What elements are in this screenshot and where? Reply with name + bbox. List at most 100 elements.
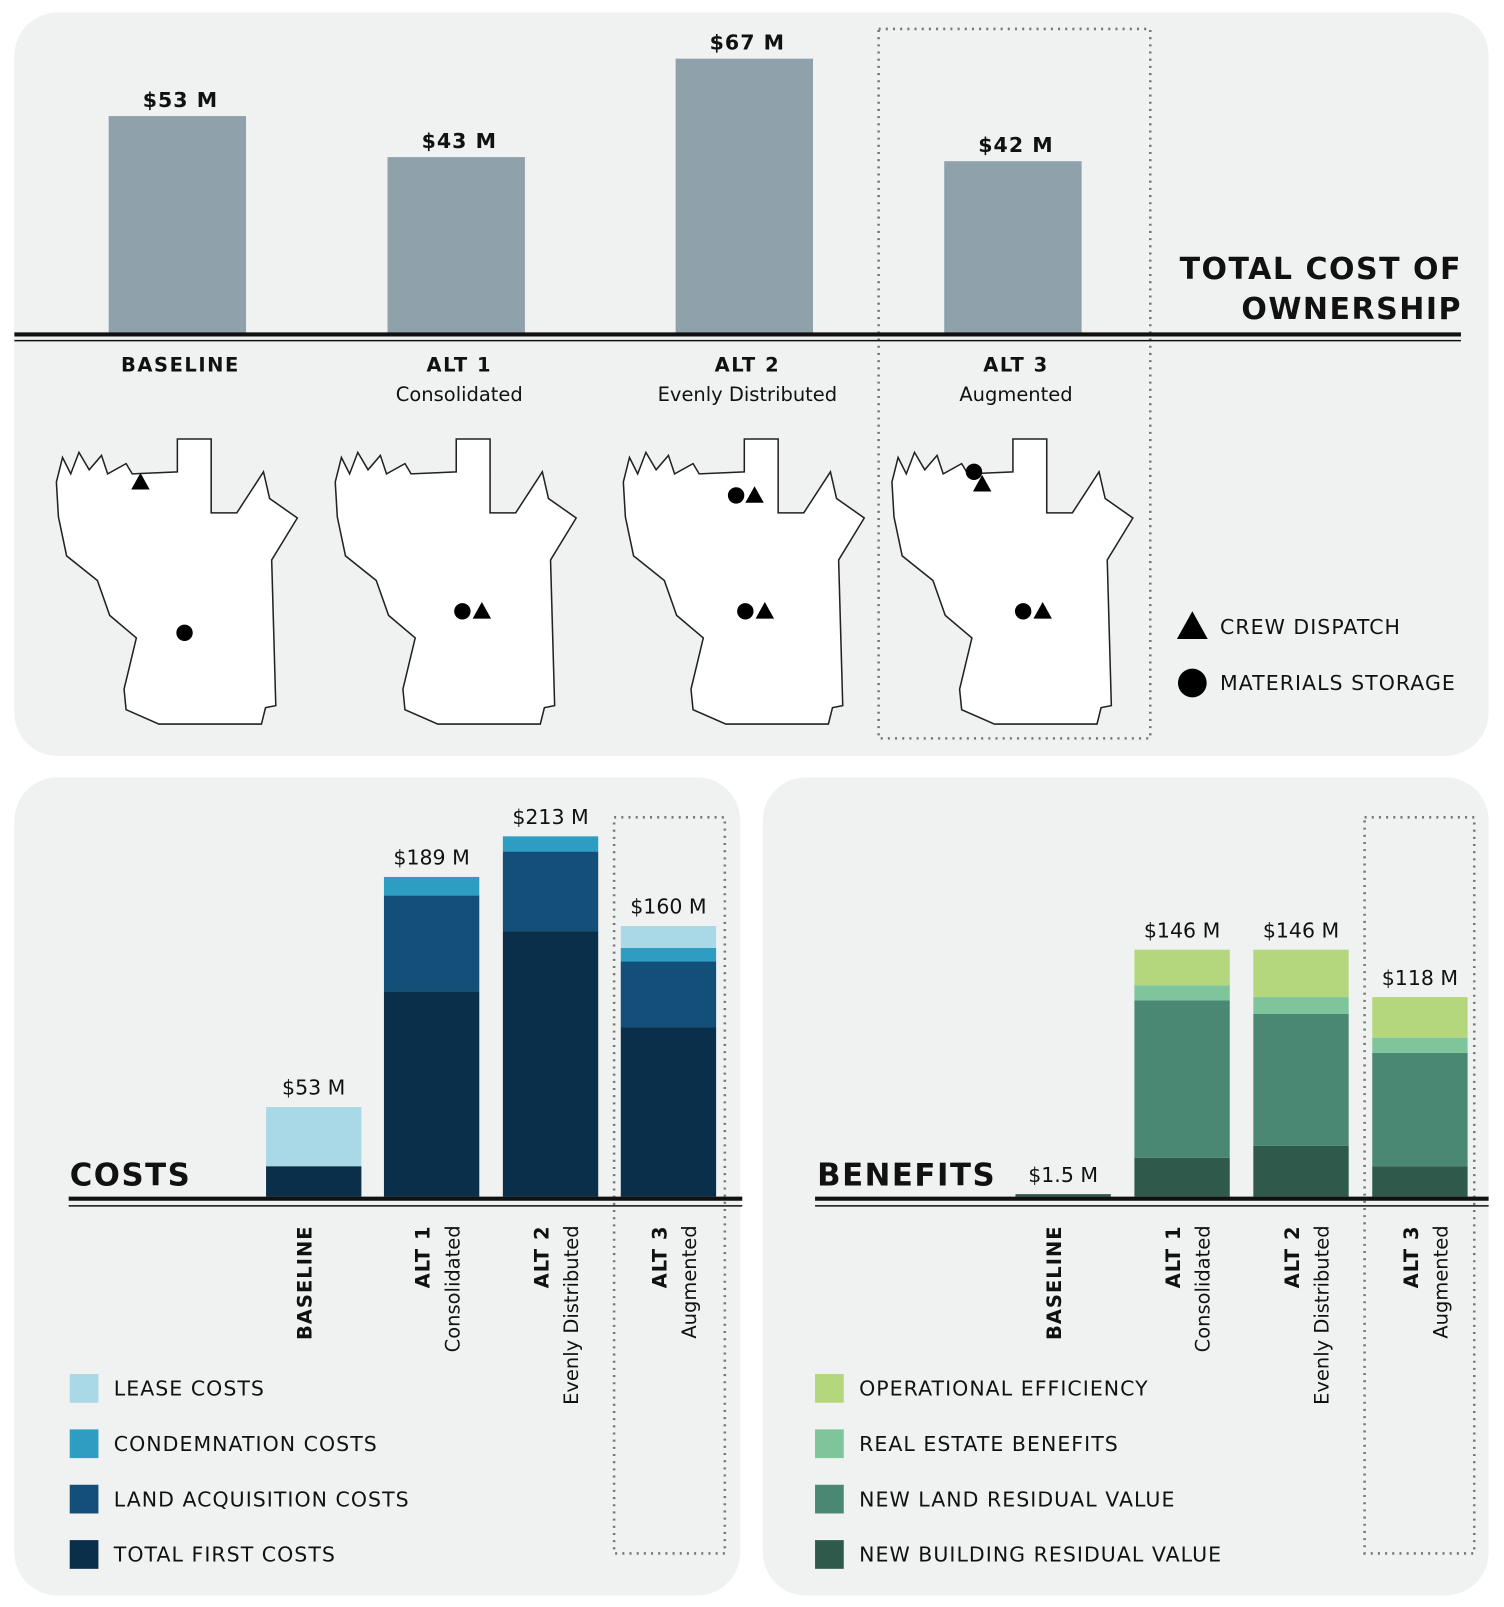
- bar: [108, 116, 247, 334]
- category-label: ALT 3: [648, 1225, 671, 1288]
- bar-segment: [383, 991, 480, 1197]
- total-label: $213 M: [512, 805, 588, 829]
- crew-dispatch-icon: [131, 472, 150, 490]
- total-label: $1.5 M: [1028, 1163, 1098, 1187]
- bar: [675, 58, 814, 334]
- crew-dispatch-icon: [472, 602, 492, 619]
- map: [55, 438, 299, 725]
- bar-segment: [620, 961, 717, 1028]
- category-label: ALT 1: [412, 1225, 435, 1288]
- category-sublabel: Augmented: [678, 1225, 701, 1338]
- legend-swatch: [815, 1429, 844, 1459]
- value-label: $42 M: [978, 133, 1053, 157]
- bar-segment: [1372, 1037, 1468, 1053]
- highlight-box: [877, 27, 1152, 740]
- legend-swatch: [815, 1484, 844, 1514]
- legend-label: CREW DISPATCH: [1220, 615, 1401, 639]
- bar-segment: [1372, 1052, 1468, 1167]
- chart-title: BENEFITS: [817, 1157, 996, 1193]
- bar-segment: [620, 926, 717, 949]
- bar-segment: [266, 1107, 362, 1167]
- legend-label: LAND ACQUISITION COSTS: [114, 1487, 410, 1511]
- total-label: $118 M: [1382, 966, 1458, 990]
- legend-label: OPERATIONAL EFFICIENCY: [859, 1377, 1149, 1401]
- materials-storage-icon: [1014, 603, 1032, 620]
- bar-segment: [1253, 1145, 1349, 1197]
- map: [622, 438, 866, 725]
- legend-label: MATERIALS STORAGE: [1220, 671, 1456, 695]
- category-label: ALT 3: [983, 353, 1049, 376]
- bar-segment: [1253, 997, 1349, 1014]
- bar-segment: [1134, 1157, 1230, 1197]
- bar-segment: [502, 931, 599, 1197]
- map: [334, 438, 578, 725]
- category-sublabel: Consolidated: [441, 1225, 464, 1352]
- legend-label: CONDEMNATION COSTS: [114, 1432, 378, 1456]
- legend-label: NEW LAND RESIDUAL VALUE: [859, 1487, 1175, 1511]
- bar-segment: [620, 1027, 717, 1197]
- total-label: $189 M: [393, 846, 469, 870]
- crew-dispatch-icon: [972, 474, 992, 492]
- materials-storage-icon: [176, 624, 193, 642]
- total-label: $146 M: [1144, 918, 1220, 942]
- category-label: ALT 3: [1400, 1225, 1423, 1288]
- legend-swatch: [815, 1374, 844, 1403]
- category-label: ALT 2: [715, 353, 781, 376]
- bar-segment: [266, 1166, 362, 1197]
- bar-segment: [1372, 997, 1468, 1038]
- legend-swatch: [69, 1374, 99, 1403]
- total-label: $160 M: [630, 895, 706, 919]
- legend-label: TOTAL FIRST COSTS: [113, 1543, 336, 1567]
- bar-segment: [1134, 985, 1230, 1001]
- category-sublabel: Consolidated: [1192, 1225, 1215, 1352]
- bar-segment: [383, 876, 480, 896]
- total-label: $53 M: [282, 1076, 345, 1100]
- bar-segment: [1015, 1194, 1111, 1197]
- category-sublabel: Evenly Distributed: [560, 1225, 583, 1405]
- category-sublabel: Evenly Distributed: [658, 383, 838, 406]
- category-label: BASELINE: [121, 353, 240, 376]
- crew-dispatch-icon: [1033, 602, 1052, 619]
- category-sublabel: Augmented: [1430, 1225, 1453, 1338]
- value-label: $43 M: [422, 129, 497, 153]
- legend-swatch: [815, 1540, 844, 1569]
- chart-title: TOTAL COST OF OWNERSHIP: [1179, 252, 1462, 327]
- category-label: ALT 2: [530, 1225, 553, 1288]
- legend-label: REAL ESTATE BENEFITS: [859, 1432, 1119, 1456]
- legend-swatch: [69, 1484, 99, 1514]
- category-label: ALT 1: [1162, 1225, 1185, 1288]
- crew-dispatch-icon: [745, 486, 764, 503]
- value-label: $53 M: [143, 88, 218, 112]
- category-label: ALT 2: [1281, 1225, 1304, 1288]
- category-sublabel: Augmented: [959, 383, 1072, 406]
- legend-label: LEASE COSTS: [114, 1377, 265, 1401]
- crew-dispatch-icon: [755, 602, 775, 619]
- materials-storage-icon: [737, 603, 754, 620]
- bar-segment: [620, 948, 717, 962]
- bar-segment: [1134, 1000, 1230, 1158]
- legend-swatch: [69, 1540, 99, 1569]
- legend-icon: [1177, 668, 1207, 698]
- materials-storage-icon: [454, 603, 471, 620]
- category-sublabel: Evenly Distributed: [1311, 1225, 1334, 1405]
- value-label: $67 M: [710, 30, 785, 54]
- legend-label: NEW BUILDING RESIDUAL VALUE: [859, 1543, 1222, 1567]
- bar-segment: [1372, 1166, 1468, 1197]
- bar-segment: [1253, 1013, 1349, 1146]
- category-sublabel: Consolidated: [396, 383, 523, 406]
- category-label: BASELINE: [294, 1225, 317, 1340]
- bar: [944, 161, 1082, 334]
- bar: [387, 157, 525, 334]
- legend-icon: [1176, 611, 1208, 639]
- category-label: BASELINE: [1043, 1225, 1066, 1340]
- bar-segment: [502, 836, 599, 852]
- legend-swatch: [69, 1429, 99, 1459]
- chart-title: COSTS: [70, 1157, 192, 1193]
- category-label: ALT 1: [427, 353, 493, 376]
- bar-segment: [502, 851, 599, 932]
- materials-storage-icon: [727, 487, 745, 504]
- bar-segment: [1134, 949, 1230, 986]
- total-label: $146 M: [1263, 918, 1339, 942]
